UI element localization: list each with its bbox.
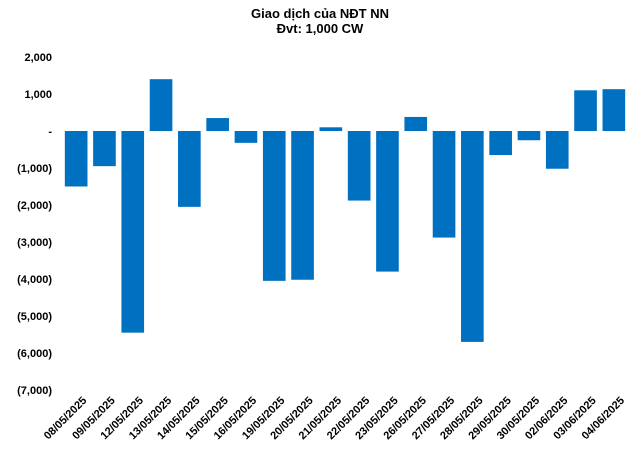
y-axis-tick-labels: 2,000 1,000 - (1,000) (2,000) (3,000) (4,000) (…: [17, 52, 52, 397]
bar-series: [64, 79, 626, 342]
bar: [574, 90, 597, 131]
bar: [347, 131, 371, 201]
bar: [121, 131, 145, 333]
bar: [545, 131, 569, 169]
bar: [291, 131, 314, 280]
bar: [602, 89, 626, 131]
y-tick-label: (5,000): [17, 311, 52, 323]
y-tick-label: 2,000: [24, 52, 52, 64]
bar: [432, 131, 456, 238]
x-axis-tick-labels: 08/05/202509/05/202512/05/202513/05/2025…: [42, 395, 627, 442]
bar: [93, 131, 116, 167]
y-tick-label: (2,000): [17, 200, 52, 212]
y-tick-label: (1,000): [17, 163, 52, 175]
bar: [149, 79, 173, 131]
bar: [206, 118, 229, 131]
bar: [404, 116, 428, 131]
chart-title: Giao dịch của NĐT NN: [251, 6, 389, 21]
bar: [64, 131, 88, 187]
bar: [234, 131, 258, 143]
bar: [178, 131, 201, 207]
y-tick-label: (6,000): [17, 348, 52, 360]
bar: [489, 131, 512, 156]
y-tick-label: (4,000): [17, 274, 52, 286]
y-tick-label: (7,000): [17, 385, 52, 397]
bar: [262, 131, 286, 281]
y-tick-label: -: [48, 126, 52, 138]
bar: [376, 131, 399, 272]
y-tick-label: (3,000): [17, 237, 52, 249]
bar: [517, 131, 541, 141]
bar: [461, 131, 484, 342]
bar: [319, 127, 343, 131]
chart-subtitle: Đvt: 1,000 CW: [276, 21, 364, 36]
y-tick-label: 1,000: [24, 89, 52, 101]
